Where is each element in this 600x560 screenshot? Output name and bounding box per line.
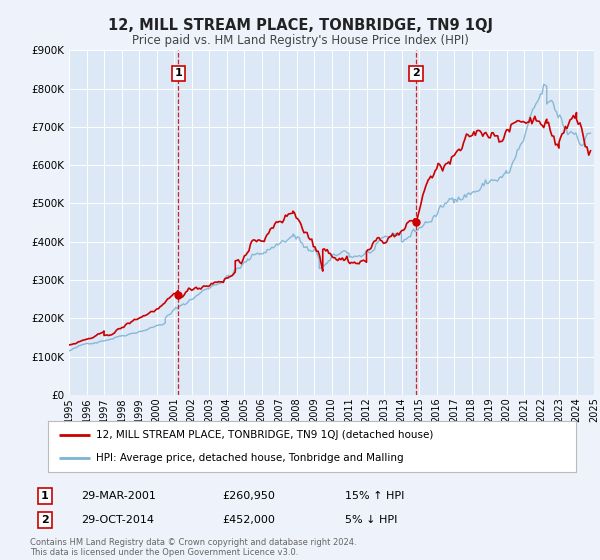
Text: 12, MILL STREAM PLACE, TONBRIDGE, TN9 1QJ: 12, MILL STREAM PLACE, TONBRIDGE, TN9 1Q…	[107, 18, 493, 33]
Text: 1: 1	[175, 68, 182, 78]
Text: Price paid vs. HM Land Registry's House Price Index (HPI): Price paid vs. HM Land Registry's House …	[131, 34, 469, 46]
Text: £452,000: £452,000	[222, 515, 275, 525]
Text: 5% ↓ HPI: 5% ↓ HPI	[345, 515, 397, 525]
Text: 2: 2	[412, 68, 420, 78]
Text: 29-OCT-2014: 29-OCT-2014	[81, 515, 154, 525]
Text: 15% ↑ HPI: 15% ↑ HPI	[345, 491, 404, 501]
Text: £260,950: £260,950	[222, 491, 275, 501]
Text: 12, MILL STREAM PLACE, TONBRIDGE, TN9 1QJ (detached house): 12, MILL STREAM PLACE, TONBRIDGE, TN9 1Q…	[95, 430, 433, 440]
Text: Contains HM Land Registry data © Crown copyright and database right 2024.
This d: Contains HM Land Registry data © Crown c…	[30, 538, 356, 557]
Text: 2: 2	[41, 515, 49, 525]
Text: 29-MAR-2001: 29-MAR-2001	[81, 491, 156, 501]
Text: 1: 1	[41, 491, 49, 501]
Text: HPI: Average price, detached house, Tonbridge and Malling: HPI: Average price, detached house, Tonb…	[95, 454, 403, 464]
